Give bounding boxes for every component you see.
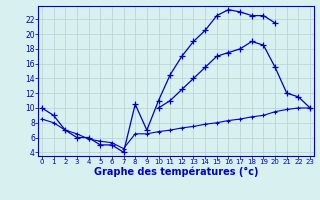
X-axis label: Graphe des températures (°c): Graphe des températures (°c) — [94, 167, 258, 177]
